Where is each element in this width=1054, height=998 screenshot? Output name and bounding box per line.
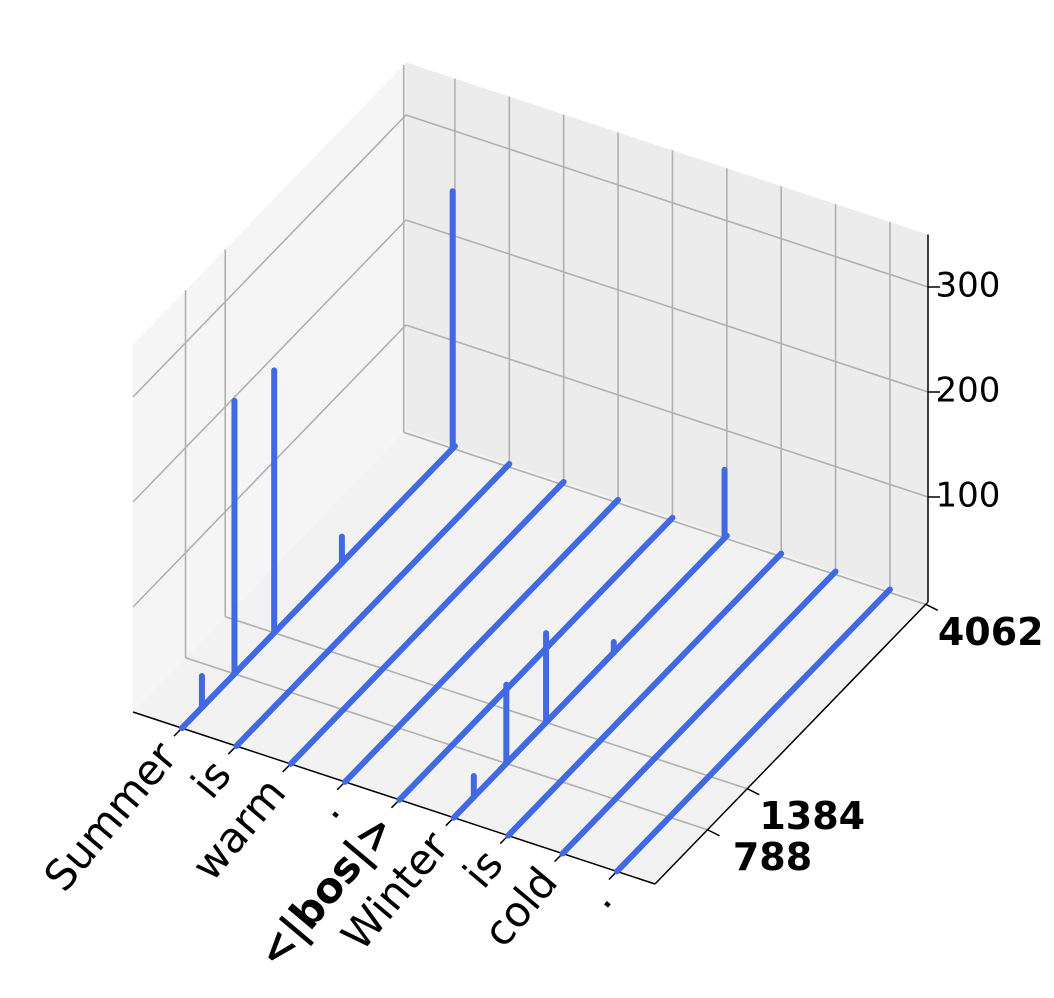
z-tick-label: 300 [936, 266, 1001, 306]
left-pane [133, 62, 406, 712]
baseline [505, 550, 785, 839]
grid-line [132, 219, 407, 503]
floor-pane [133, 430, 928, 884]
z-tick-label: 200 [936, 371, 1001, 411]
y-tick-label: 788 [733, 835, 812, 879]
grid-line [403, 431, 926, 606]
x-axis [132, 711, 656, 885]
z-tick-label: 100 [936, 476, 1001, 516]
y-tick [925, 603, 939, 612]
grid-line [224, 615, 748, 790]
y-tick [707, 829, 720, 837]
grid-line [132, 114, 407, 398]
baseline [287, 478, 567, 767]
baseline [233, 461, 513, 750]
grid-line [132, 324, 407, 608]
baseline [342, 496, 622, 785]
x-tick-label: . [575, 876, 621, 918]
baseline [450, 532, 730, 821]
y-tick [746, 788, 760, 796]
x-tick-label: . [303, 786, 349, 828]
grid-line [405, 219, 929, 393]
baseline [613, 586, 893, 875]
y-tick-label: 4062 [938, 610, 1044, 654]
grid-line [405, 114, 929, 288]
x-tick-label: Summer [34, 732, 187, 901]
y-tick-label: 1384 [759, 794, 865, 838]
baseline [559, 568, 839, 857]
grid-line [405, 324, 929, 498]
baseline [396, 514, 676, 803]
grid-line [185, 656, 708, 831]
baseline [178, 443, 458, 732]
y-axis [654, 601, 929, 885]
back-pane [406, 62, 928, 602]
